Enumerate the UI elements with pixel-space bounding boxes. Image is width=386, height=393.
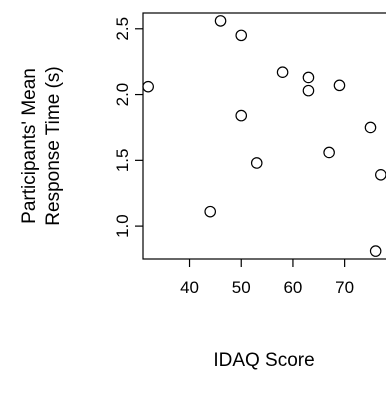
data-point [364, 121, 377, 134]
y-axis-label-line-2: Response Time (s) [43, 66, 64, 225]
y-tick-label: 1.0 [113, 214, 132, 238]
data-point [302, 71, 315, 84]
data-point [142, 80, 154, 93]
y-axis-label-line-1: Participants' Mean [19, 68, 40, 224]
data-point [369, 245, 382, 257]
y-tick-label: 2.5 [113, 17, 132, 41]
data-point [235, 109, 248, 122]
data-point [235, 29, 248, 42]
y-tick-label: 2.0 [113, 83, 132, 107]
y-tick-label: 1.5 [113, 149, 132, 173]
x-axis-label: IDAQ Score [213, 350, 314, 371]
data-point [204, 205, 217, 218]
data-point [250, 157, 263, 169]
data-point [333, 79, 346, 92]
x-tick-label: 70 [335, 278, 354, 297]
x-tick-label: 60 [283, 278, 302, 297]
data-point [302, 84, 315, 97]
x-tick-label: 40 [180, 278, 199, 297]
data-point [323, 146, 335, 159]
data-point [276, 66, 289, 78]
plot-frame [142, 12, 386, 260]
data-points [142, 15, 386, 257]
axes: 40 50 60 70 1.0 1.5 2.0 2.5 [113, 12, 386, 297]
labels: IDAQ Score Participants' Mean Response T… [19, 66, 315, 371]
data-point [214, 15, 227, 27]
x-tick-label: 50 [232, 278, 251, 297]
data-point [375, 169, 386, 181]
